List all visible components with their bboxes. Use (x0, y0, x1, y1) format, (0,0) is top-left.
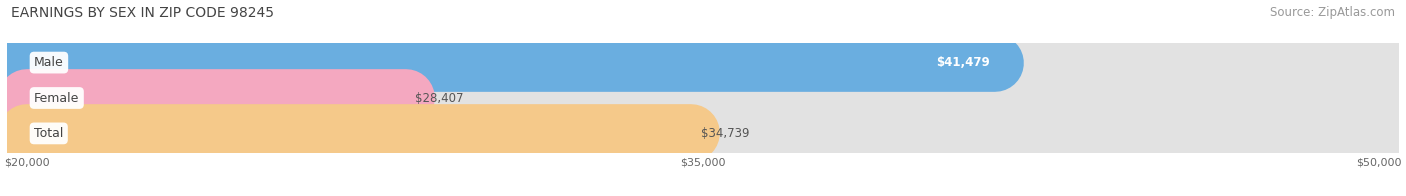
Text: Total: Total (34, 127, 63, 140)
Text: Male: Male (34, 56, 63, 69)
Text: EARNINGS BY SEX IN ZIP CODE 98245: EARNINGS BY SEX IN ZIP CODE 98245 (11, 6, 274, 20)
Text: $34,739: $34,739 (700, 127, 749, 140)
Text: $41,479: $41,479 (936, 56, 990, 69)
Text: $28,407: $28,407 (415, 92, 464, 104)
Text: Source: ZipAtlas.com: Source: ZipAtlas.com (1270, 6, 1395, 19)
Text: Female: Female (34, 92, 79, 104)
